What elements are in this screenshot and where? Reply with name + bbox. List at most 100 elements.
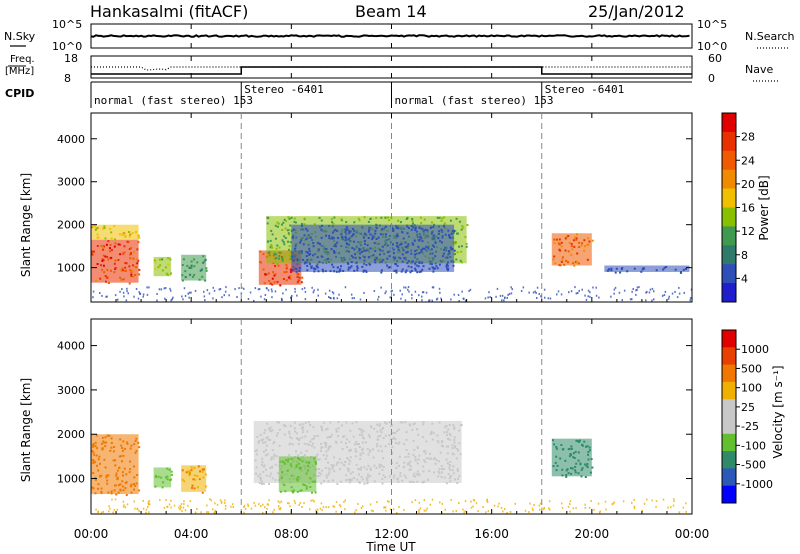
ground-scatter-cell [418, 501, 421, 504]
data-cell [353, 221, 356, 224]
ground-scatter-cell [294, 290, 296, 293]
ground-scatter-cell [431, 286, 434, 289]
ground-scatter-cell [418, 294, 420, 297]
ground-scatter-cell [569, 510, 571, 513]
ground-scatter-cell [400, 297, 402, 300]
ground-scatter-cell [544, 296, 546, 299]
data-cell [568, 455, 571, 458]
data-cell [357, 473, 360, 476]
data-cell [436, 434, 439, 437]
data-cell [270, 229, 273, 232]
data-cell [376, 423, 379, 426]
data-cell [264, 273, 267, 276]
data-cell [317, 248, 320, 251]
data-cell [295, 465, 298, 468]
ground-scatter-cell [631, 298, 633, 301]
data-cell [153, 259, 156, 262]
data-cell [119, 243, 121, 246]
ground-scatter-cell [102, 510, 104, 513]
data-cell [367, 230, 370, 233]
ground-scatter-cell [332, 505, 334, 508]
data-cell [574, 471, 577, 474]
data-cell [135, 482, 138, 485]
data-cell [161, 269, 164, 272]
data-cell [271, 465, 274, 468]
ground-scatter-cell [618, 291, 621, 294]
data-cell [441, 467, 443, 470]
ground-scatter-cell [597, 502, 600, 505]
data-cell [432, 270, 435, 273]
ground-scatter-cell [270, 288, 273, 291]
ground-scatter-cell [114, 498, 117, 501]
data-cell [313, 435, 316, 437]
ground-scatter-cell [455, 510, 457, 512]
data-cell [458, 429, 461, 432]
velocity-marks [91, 420, 687, 514]
data-cell [453, 438, 456, 441]
data-cell [339, 467, 342, 470]
data-cell [254, 459, 257, 462]
ground-scatter-cell [592, 286, 594, 289]
data-cell [451, 444, 454, 447]
ground-scatter-cell [570, 290, 573, 293]
ground-scatter-cell [158, 288, 161, 291]
ground-scatter-cell [293, 499, 296, 502]
data-cell [358, 446, 361, 448]
data-cell [196, 486, 199, 489]
ground-scatter-cell [160, 288, 163, 291]
data-cell [452, 453, 455, 456]
ground-scatter-cell [496, 287, 499, 290]
data-cell [303, 262, 306, 265]
data-cell [109, 247, 111, 250]
x-axis-label: Time UT [365, 540, 416, 554]
data-cell [126, 240, 129, 243]
data-cell [388, 434, 391, 437]
ground-scatter-cell [178, 506, 180, 509]
data-cell [366, 481, 369, 484]
data-cell [300, 239, 303, 242]
data-cell [332, 266, 335, 269]
data-cell [288, 432, 291, 435]
data-cell [421, 268, 424, 271]
data-cell [349, 230, 352, 233]
data-cell [279, 490, 282, 493]
data-cell [554, 262, 557, 265]
data-cell [305, 487, 308, 490]
data-cell [313, 267, 315, 270]
data-cell [288, 454, 291, 457]
data-cell [291, 443, 294, 446]
velocity-colorbar-cell [722, 330, 736, 348]
data-cell [381, 245, 384, 248]
data-cell [136, 262, 139, 265]
data-cell [308, 250, 311, 253]
data-cell [450, 260, 453, 263]
data-cell [337, 421, 340, 424]
data-cell [388, 475, 391, 478]
data-cell [95, 434, 98, 437]
data-cell [557, 241, 560, 244]
data-cell [334, 245, 337, 248]
data-cell [433, 457, 436, 460]
data-cell [336, 461, 339, 464]
ground-scatter-cell [584, 503, 586, 506]
freq-tick-top: 18 [64, 52, 78, 65]
data-cell [201, 470, 204, 473]
data-cell [96, 263, 99, 265]
data-cell [333, 470, 336, 473]
data-cell [305, 261, 308, 264]
ground-scatter-cell [148, 500, 150, 502]
data-cell [170, 473, 173, 476]
data-cell [447, 437, 450, 440]
data-cell [132, 483, 135, 486]
data-cell [430, 263, 433, 266]
data-cell [561, 448, 564, 451]
ground-scatter-cell [146, 286, 148, 289]
ground-scatter-cell [228, 294, 230, 297]
ground-scatter-cell [182, 298, 184, 301]
ground-scatter-cell [123, 504, 125, 507]
ground-scatter-cell [511, 288, 513, 291]
ground-scatter-cell [183, 287, 186, 290]
ground-scatter-cell [388, 500, 390, 503]
data-cell [397, 442, 400, 445]
data-cell [281, 476, 283, 479]
